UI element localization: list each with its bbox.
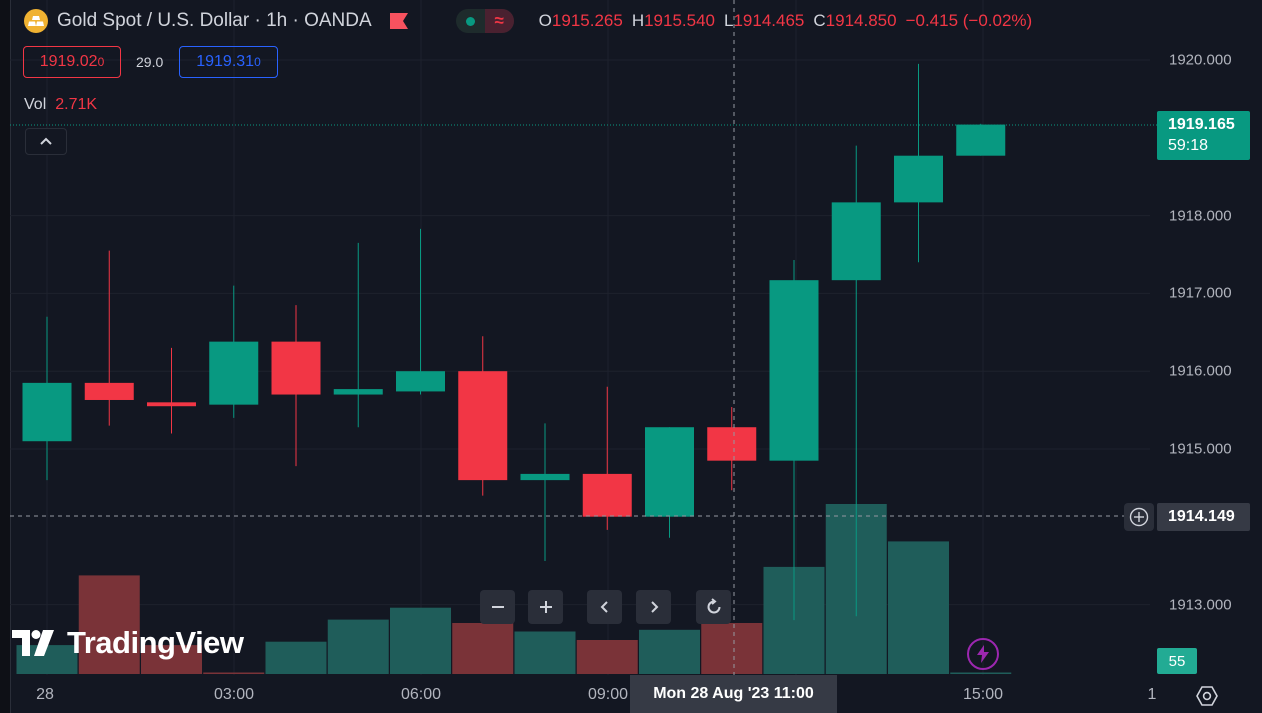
volume-bar	[514, 631, 576, 674]
candle-body	[271, 341, 321, 395]
close-value: 1914.850	[825, 11, 897, 30]
lightning-button[interactable]	[967, 638, 999, 670]
candle-body	[769, 280, 819, 461]
ohlc-values: O1915.265 H1915.540 L1914.465 C1914.850 …	[538, 11, 1033, 30]
reset-icon	[707, 598, 720, 614]
add-alert-plus-button[interactable]	[1124, 503, 1154, 531]
volume-label: Vol	[24, 96, 47, 113]
volume-value: 2.71K	[55, 96, 98, 113]
volume-bar	[327, 619, 389, 674]
time-tick-label: 15:00	[962, 686, 1004, 703]
time-tick-label: 09:00	[587, 686, 629, 703]
volume-bar	[701, 623, 763, 674]
left-panel-edge	[0, 0, 11, 713]
scroll-left-button[interactable]	[587, 590, 622, 624]
tradingview-logo[interactable]: TradingView	[12, 625, 244, 661]
price-tick-label: 1915.000	[1169, 440, 1232, 458]
volume-bar	[950, 672, 1012, 674]
volume-bar	[639, 629, 700, 674]
tradingview-logo-icon	[12, 630, 54, 656]
candle-body	[645, 427, 694, 517]
minus-icon	[491, 606, 504, 608]
low-value: 1914.465	[733, 11, 805, 30]
scroll-right-button[interactable]	[636, 590, 671, 624]
price-tick-label: 1920.000	[1169, 51, 1232, 69]
high-value: 1915.540	[644, 11, 715, 30]
candle-body	[520, 473, 570, 481]
candle-body	[707, 427, 757, 461]
plus-circle-icon	[1129, 507, 1149, 527]
volume-bar	[78, 575, 140, 674]
candle-body	[147, 402, 196, 407]
crosshair-time-tag: Mon 28 Aug '23 11:00	[630, 675, 837, 713]
sell-button[interactable]: 1919.02 0	[23, 46, 121, 78]
flag-icon[interactable]	[389, 13, 408, 29]
market-open-dot-icon	[465, 16, 475, 26]
buy-button[interactable]: 1919.31 0	[179, 46, 278, 78]
time-tick-label: 28	[36, 686, 54, 703]
candle-body	[458, 371, 508, 481]
collapse-legend-button[interactable]	[25, 128, 67, 155]
time-tick-label: 1	[1147, 686, 1157, 703]
candle-body	[209, 341, 259, 405]
candle-body	[396, 371, 445, 392]
settings-icon[interactable]	[1195, 684, 1219, 708]
crosshair-price-tag: 1914.149	[1157, 503, 1250, 531]
candle-body	[22, 382, 72, 442]
candle-body	[84, 382, 134, 400]
volume-value-tag: 55	[1157, 648, 1197, 674]
plus-icon	[539, 601, 552, 613]
spread-value: 29.0	[136, 54, 164, 70]
candle-body	[333, 389, 383, 395]
time-tick-label: 06:00	[400, 686, 442, 703]
wave-icon: ≈	[484, 9, 514, 33]
zoom-out-button[interactable]	[480, 590, 515, 624]
candle-body	[831, 202, 881, 281]
volume-bar	[390, 607, 451, 674]
price-tick-label: 1916.000	[1169, 362, 1232, 380]
candle-body	[956, 124, 1006, 156]
symbol-legend: Gold Spot / U.S. Dollar · 1h · OANDA ≈ O…	[24, 8, 1032, 34]
price-tick-label: 1913.000	[1169, 596, 1232, 614]
volume-bar	[265, 641, 327, 674]
volume-legend: Vol 2.71K	[24, 96, 97, 114]
tradingview-logo-text: TradingView	[67, 625, 244, 660]
price-tick-label: 1917.000	[1169, 284, 1232, 302]
bar-countdown: 59:18	[1168, 137, 1209, 154]
volume-bar	[141, 645, 202, 674]
candle-body	[894, 155, 943, 203]
change-value: −0.415 (−0.02%)	[905, 11, 1033, 30]
zoom-in-button[interactable]	[528, 590, 563, 624]
volume-bar	[203, 672, 265, 674]
reset-chart-button[interactable]	[696, 590, 731, 624]
time-tick-label: 03:00	[213, 686, 255, 703]
price-tick-label: 1918.000	[1169, 207, 1232, 225]
market-status-pill[interactable]: ≈	[455, 9, 514, 33]
open-value: 1915.265	[551, 11, 623, 30]
candle-body	[582, 473, 632, 517]
chevron-left-icon	[600, 601, 608, 613]
symbol-title[interactable]: Gold Spot / U.S. Dollar · 1h · OANDA	[57, 10, 372, 31]
lightning-icon	[977, 645, 989, 663]
gold-bars-icon	[24, 9, 48, 33]
chevron-up-icon	[40, 137, 52, 145]
volume-bar	[452, 623, 514, 674]
volume-bar	[576, 640, 638, 674]
last-price-tag: 1919.165 59:18	[1157, 111, 1250, 160]
chevron-right-icon	[650, 601, 658, 613]
volume-bar	[888, 541, 949, 674]
